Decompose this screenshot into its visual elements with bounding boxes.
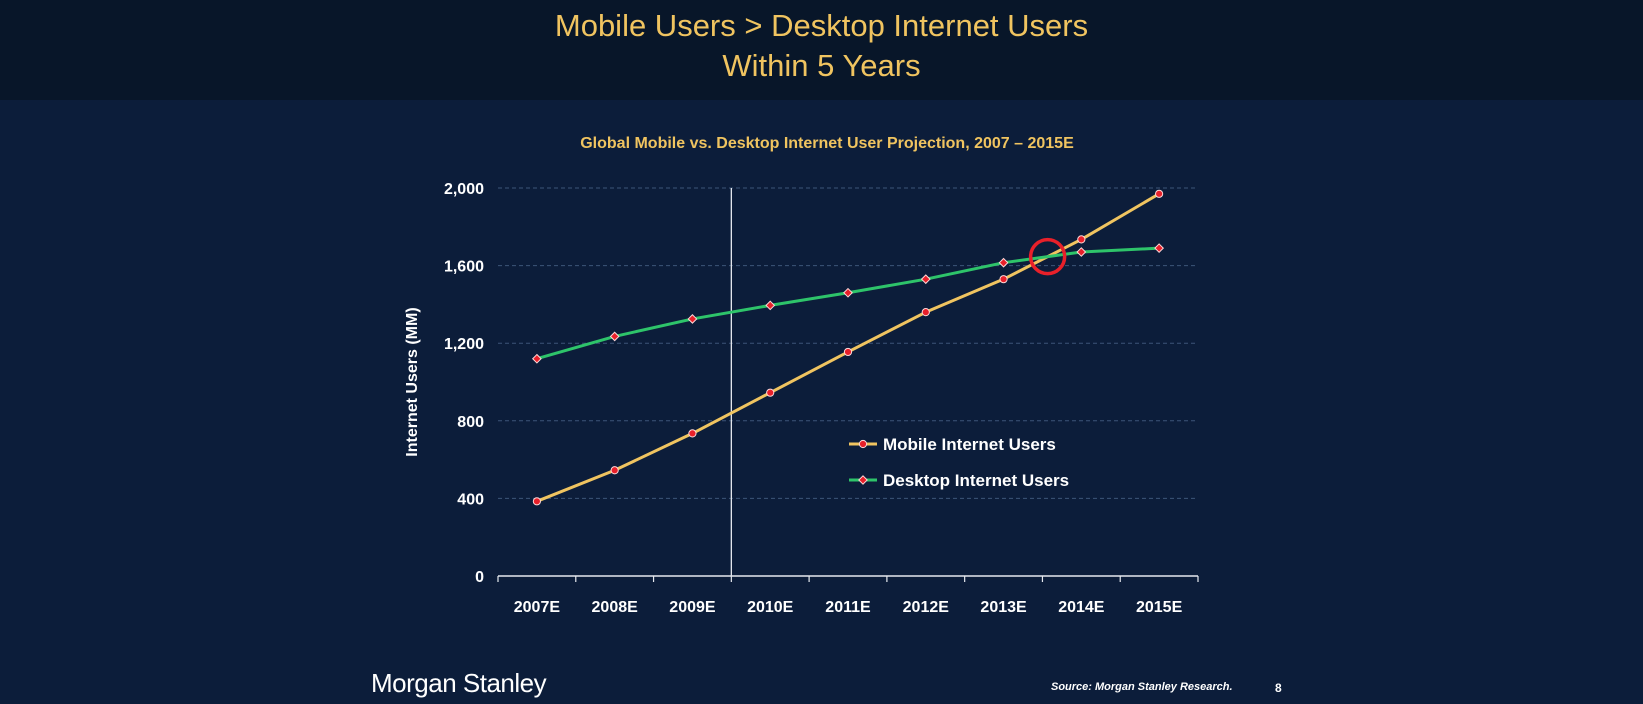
- mobile-data-point: [921, 308, 930, 317]
- desktop-data-point: [1154, 243, 1165, 254]
- desktop-data-point: [687, 314, 698, 324]
- y-tick-label: 400: [457, 491, 484, 508]
- crossover-highlight-circle: [1028, 237, 1067, 276]
- mobile-data-point: [843, 347, 853, 357]
- mobile-series-line: [536, 192, 1160, 503]
- desktop-data-point: [920, 274, 931, 285]
- mobile-data-point: [766, 388, 775, 397]
- mobile-data-point: [532, 497, 541, 506]
- slide-title-line-2: Within 5 Years: [722, 48, 921, 83]
- legend: Mobile Internet Users Desktop Internet Us…: [849, 435, 1069, 490]
- x-tick-label: 2008E: [592, 599, 639, 616]
- y-tick-label: 800: [457, 414, 484, 431]
- x-tick-label: 2011E: [825, 599, 871, 616]
- legend-mobile-marker: [858, 439, 868, 449]
- mobile-data-point: [999, 275, 1008, 284]
- y-tick-label: 1,200: [444, 336, 484, 353]
- line-chart: Global Mobile vs. Desktop Internet User …: [404, 135, 1199, 616]
- x-tick-label: 2014E: [1058, 599, 1105, 616]
- desktop-series-line: [536, 246, 1160, 361]
- x-tick-label: 2007E: [514, 599, 561, 616]
- desktop-data-point: [765, 300, 776, 311]
- y-tick-label: 0: [475, 569, 484, 586]
- morgan-stanley-logo: Morgan Stanley: [371, 668, 547, 698]
- desktop-data-point: [609, 331, 620, 342]
- chart-title: Global Mobile vs. Desktop Internet User …: [580, 135, 1074, 152]
- x-tick-label: 2012E: [903, 599, 950, 616]
- y-tick-label: 2,000: [444, 181, 484, 198]
- mobile-data-point: [688, 429, 697, 438]
- series-markers: [531, 189, 1165, 506]
- x-tick-label: 2015E: [1136, 599, 1183, 616]
- y-tick-label: 1,600: [444, 259, 484, 276]
- legend-mobile-label: Mobile Internet Users: [883, 435, 1056, 454]
- desktop-data-point: [843, 287, 853, 298]
- slide-header: [0, 0, 1643, 100]
- grid-lines: [498, 187, 1198, 499]
- page-number: 8: [1275, 681, 1282, 695]
- mobile-data-point: [1155, 189, 1164, 198]
- mobile-data-point: [610, 466, 619, 475]
- x-tick-label: 2009E: [669, 599, 716, 616]
- slide-title-line-1: Mobile Users > Desktop Internet Users: [554, 8, 1089, 43]
- y-axis-label: Internet Users (MM): [404, 307, 421, 456]
- mobile-data-point: [1077, 235, 1086, 244]
- source-note: Source: Morgan Stanley Research.: [1051, 681, 1233, 693]
- desktop-data-point: [1076, 247, 1087, 257]
- x-tick-label: 2010E: [747, 599, 794, 616]
- axes: 0 400 800 1,200 1,600 2,000 2007E 2008E 2009E 201…: [444, 181, 1199, 616]
- slide-title: Mobile Users > Desktop Internet Users Wi…: [0, 6, 1643, 86]
- series-lines: [536, 192, 1160, 503]
- desktop-data-point: [531, 353, 542, 364]
- desktop-data-point: [998, 257, 1009, 268]
- legend-desktop-label: Desktop Internet Users: [883, 471, 1069, 490]
- legend-desktop-marker: [858, 475, 868, 485]
- x-tick-label: 2013E: [980, 599, 1027, 616]
